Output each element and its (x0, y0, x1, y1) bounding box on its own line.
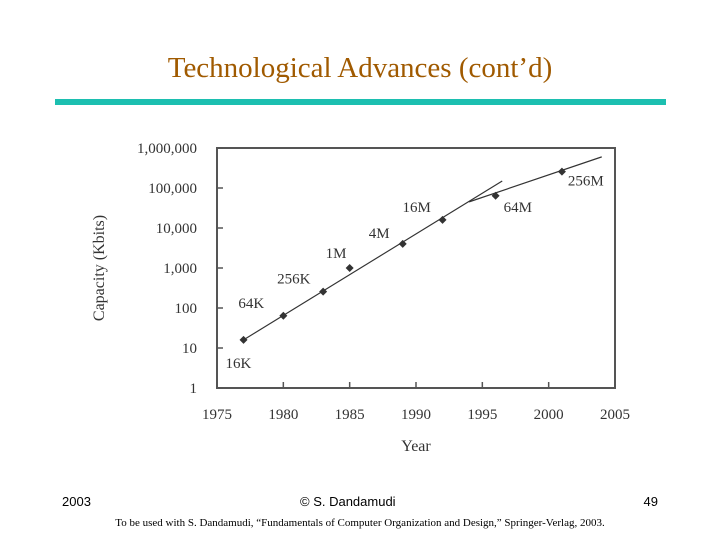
y-tick-label: 100 (175, 301, 198, 317)
data-point-marker (438, 215, 447, 224)
data-point-marker (345, 264, 354, 272)
x-tick-label: 1995 (467, 407, 497, 423)
data-point-label: 16M (403, 200, 431, 216)
title-divider (55, 99, 666, 105)
data-point-label: 64M (504, 200, 532, 216)
plot-frame (216, 147, 616, 389)
trend-line (243, 180, 503, 341)
x-axis-label: Year (401, 438, 431, 455)
slide-title: Technological Advances (cont’d) (167, 52, 553, 84)
chart-points: 16K 64K 256K 1M 4M 16M 64M 256M (226, 167, 604, 372)
data-point-label: 64K (238, 296, 264, 312)
y-tick-label: 100,000 (148, 181, 197, 197)
x-tick-label: 1975 (202, 407, 232, 423)
data-point-marker (491, 191, 500, 200)
chart-trend-lines (243, 156, 602, 341)
data-point-label: 1M (326, 246, 347, 262)
data-point-marker (239, 335, 248, 344)
y-tick-label: 10,000 (156, 221, 197, 237)
x-tick-label: 2000 (534, 407, 564, 423)
data-point-marker (319, 287, 328, 296)
data-point-label: 16K (226, 356, 252, 372)
footer-year: 2003 (62, 494, 91, 509)
y-tick-label: 10 (182, 341, 197, 357)
data-point-marker (279, 311, 288, 320)
footer-citation: To be used with S. Dandamudi, “Fundament… (115, 517, 605, 529)
y-tick-label: 1,000,000 (137, 141, 197, 157)
footer-page-number: 49 (643, 494, 658, 509)
trend-line (468, 156, 602, 203)
data-point-label: 256M (568, 174, 604, 190)
chart-axes: 1975 1980 1985 1990 1995 2000 2005 1 10 100 1,000 1… (137, 141, 630, 423)
x-tick-label: 1985 (335, 407, 365, 423)
x-tick-label: 1990 (401, 407, 431, 423)
y-axis-label: Capacity (Kbits) (91, 215, 108, 321)
data-point-marker (398, 239, 407, 248)
data-point-marker (557, 167, 566, 176)
y-tick-label: 1,000 (163, 261, 197, 277)
data-point-label: 256K (277, 272, 311, 288)
x-tick-label: 1980 (268, 407, 298, 423)
x-tick-label: 2005 (600, 407, 630, 423)
y-tick-label: 1 (190, 381, 198, 397)
data-point-label: 4M (369, 226, 390, 242)
footer-author: © S. Dandamudi (300, 494, 396, 509)
